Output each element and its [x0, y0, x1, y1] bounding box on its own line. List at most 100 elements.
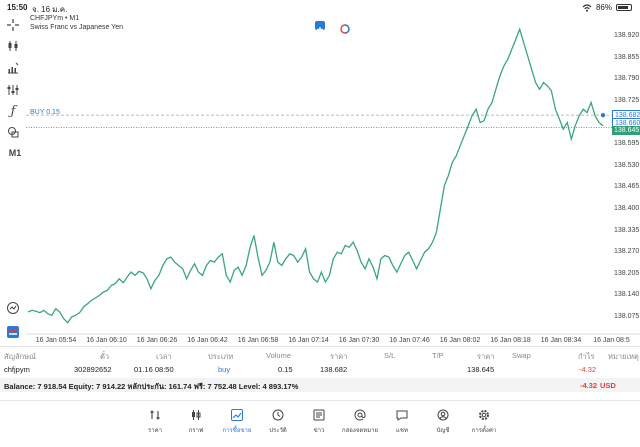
time-tick-label: 16 Jan 07:14	[288, 337, 329, 344]
col-current-price: ราคา	[477, 352, 495, 361]
tab-trade-label: การซื้อขาย	[222, 428, 252, 434]
row-current-price: 138.645	[467, 365, 495, 374]
crosshair-icon[interactable]	[5, 17, 21, 33]
chart-area[interactable]: CHFJPYm • M1 Swiss Franc vs Japanese Yen…	[26, 14, 640, 344]
time-tick-label: 16 Jan 07:30	[338, 337, 380, 344]
price-tick-label: 138.335	[614, 226, 640, 234]
price-tick-label: 138.790	[614, 75, 640, 83]
col-price: ราคา	[330, 352, 348, 361]
battery-fill	[618, 6, 629, 9]
market-watch-icon[interactable]	[340, 21, 350, 34]
col-tp: T/P	[432, 351, 444, 360]
symbol-title: CHFJPYm • M1	[30, 15, 80, 22]
price-tick-label: 138.270	[614, 248, 640, 256]
chart-toolbar: ƒ M1	[0, 14, 26, 344]
chart-type-icon[interactable]	[5, 38, 21, 54]
indicators-icon[interactable]	[5, 60, 21, 76]
price-tick-label: 138.725	[614, 96, 640, 104]
price-tick-label: 138.075	[614, 313, 640, 320]
tab-quotes[interactable]: ราคา	[137, 409, 173, 435]
flag-icon[interactable]	[315, 21, 325, 32]
time-tick-label: 16 Jan 05:54	[35, 337, 77, 344]
status-date: จ. 16 ม.ค.	[32, 5, 68, 14]
buy-position-label[interactable]: BUY 0.15	[30, 109, 60, 116]
col-time: เวลา	[156, 352, 172, 361]
history-icon	[272, 409, 284, 421]
function-icon[interactable]: ƒ	[10, 103, 16, 119]
settings-sliders-icon[interactable]	[5, 82, 21, 98]
tab-accounts[interactable]: บัญชี	[425, 409, 461, 435]
row-profit: -4.32	[579, 365, 597, 374]
time-tick-label: 16 Jan 06:58	[237, 337, 279, 344]
battery-icon	[616, 4, 632, 11]
price-tick-label: 138.530	[614, 161, 640, 169]
balance-currency: USD	[600, 381, 616, 390]
row-volume: 0.15	[278, 365, 293, 374]
status-time: 15:50	[7, 3, 28, 12]
gear-icon	[479, 410, 489, 420]
time-tick-label: 16 Jan 07:46	[389, 337, 430, 344]
price-tick-label: 138.205	[614, 269, 640, 277]
chat-icon	[396, 410, 408, 421]
time-tick-label: 16 Jan 08:5	[593, 337, 630, 344]
price-tick-label: 138.400	[614, 204, 640, 212]
balance-text: Balance: 7 918.54 Equity: 7 914.22 หลักป…	[4, 382, 299, 391]
position-marker[interactable]	[600, 112, 606, 118]
broker-logo-icon	[5, 324, 21, 340]
price-axis: 138.920 138.855 138.790 138.725 138.595 138.5…	[612, 14, 640, 344]
col-profit: กำไร	[578, 352, 595, 361]
tab-history[interactable]: ประวัติ	[260, 409, 296, 435]
tab-settings[interactable]: การตั้งค่า	[466, 409, 502, 435]
bid-price-box: 138.645	[612, 126, 640, 136]
col-type: ประเภท	[208, 352, 234, 361]
arrows-updown-icon	[150, 410, 160, 420]
tab-accounts-label: บัญชี	[436, 428, 450, 434]
col-volume: Volume	[266, 351, 292, 360]
price-series-line	[27, 27, 604, 324]
time-tick-label: 16 Jan 06:10	[86, 337, 127, 344]
timeframe-button[interactable]: M1	[8, 148, 22, 158]
row-type: buy	[218, 365, 231, 374]
table-row[interactable]: chfjpym 302892652 01.16 08:50 buy 0.15 1…	[0, 361, 640, 375]
symbol-description: Swiss Franc vs Japanese Yen	[30, 24, 123, 31]
one-click-trading-icon[interactable]	[5, 300, 21, 316]
time-tick-label: 16 Jan 08:18	[490, 337, 531, 344]
tab-chart[interactable]: กราฟ	[178, 409, 214, 435]
status-bar: 15:50 จ. 16 ม.ค. 86%	[0, 0, 640, 14]
tab-mailbox-label: กล่องจดหมาย	[342, 428, 379, 434]
price-chart[interactable]	[26, 14, 640, 344]
wifi-icon	[582, 3, 592, 12]
tab-mailbox[interactable]: กล่องจดหมาย	[342, 409, 378, 435]
shapes-icon[interactable]	[5, 124, 21, 140]
bottom-tab-bar: ราคา กราฟ การซื้อขาย ประวัติ ข่าว กล่องจ…	[0, 400, 640, 447]
row-time: 01.16 08:50	[134, 365, 174, 374]
row-symbol: chfjpym	[4, 365, 30, 374]
price-tick-label: 138.920	[614, 32, 640, 39]
price-tick-label: 138.855	[614, 53, 640, 61]
time-tick-label: 16 Jan 08:02	[439, 337, 481, 344]
balance-profit: -4.32	[580, 381, 598, 390]
tab-news[interactable]: ข่าว	[301, 409, 337, 435]
tab-quotes-label: ราคา	[148, 428, 162, 434]
row-ticket: 302892652	[74, 365, 112, 374]
at-icon	[354, 409, 366, 421]
tab-news-label: ข่าว	[313, 428, 325, 434]
tab-chat-label: แชท	[396, 428, 408, 434]
tab-trade[interactable]: การซื้อขาย	[219, 409, 255, 435]
price-tick-label: 138.140	[614, 291, 640, 299]
candles-icon	[192, 410, 201, 420]
account-icon	[437, 409, 449, 421]
trade-table-header: สัญลักษณ์ ตั๋ว เวลา ประเภท Volume ราคา S…	[0, 346, 640, 361]
tab-history-label: ประวัติ	[269, 428, 287, 434]
time-tick-label: 16 Jan 06:42	[187, 337, 228, 344]
tab-chat[interactable]: แชท	[384, 409, 420, 435]
tab-chart-label: กราฟ	[188, 428, 204, 434]
time-tick-label: 16 Jan 08:34	[540, 337, 582, 344]
col-ticket: ตั๋ว	[100, 352, 110, 361]
col-sl: S/L	[384, 351, 396, 360]
col-swap: Swap	[512, 351, 531, 360]
battery-percent: 86%	[595, 3, 612, 12]
price-tick-label: 138.465	[614, 183, 640, 191]
status-right: 86%	[582, 3, 632, 12]
time-tick-label: 16 Jan 06:26	[136, 337, 178, 344]
